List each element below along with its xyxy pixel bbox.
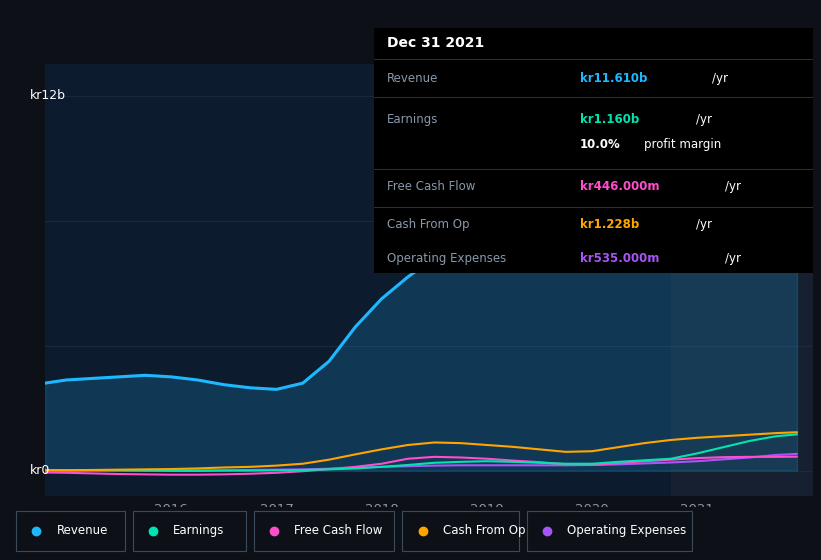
Text: Operating Expenses: Operating Expenses [567,524,686,537]
Text: 10.0%: 10.0% [580,138,621,151]
Text: Earnings: Earnings [173,524,224,537]
Text: profit margin: profit margin [644,138,721,151]
Text: /yr: /yr [725,180,741,193]
Text: Dec 31 2021: Dec 31 2021 [387,36,484,50]
Text: /yr: /yr [696,113,713,126]
Text: Cash From Op: Cash From Op [443,524,525,537]
Bar [671,64,821,496]
Text: kr0: kr0 [30,464,50,477]
Text: Free Cash Flow: Free Cash Flow [387,180,475,193]
Text: Earnings: Earnings [387,113,438,126]
Text: /yr: /yr [725,251,741,265]
Text: Operating Expenses: Operating Expenses [387,251,506,265]
Text: kr1.160b: kr1.160b [580,113,640,126]
Text: kr1.228b: kr1.228b [580,218,640,231]
Text: kr446.000m: kr446.000m [580,180,659,193]
Text: Free Cash Flow: Free Cash Flow [294,524,383,537]
Text: /yr: /yr [696,218,713,231]
Text: Revenue: Revenue [57,524,108,537]
Text: kr535.000m: kr535.000m [580,251,659,265]
Text: kr12b: kr12b [30,89,66,102]
Text: kr11.610b: kr11.610b [580,72,648,85]
Text: Revenue: Revenue [387,72,438,85]
Text: /yr: /yr [712,72,727,85]
Text: Cash From Op: Cash From Op [387,218,470,231]
